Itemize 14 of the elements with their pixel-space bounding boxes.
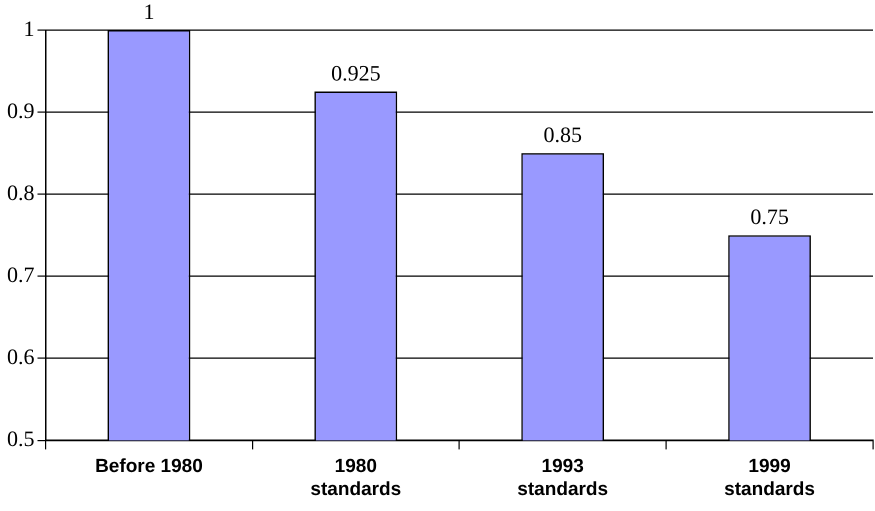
y-tick-label: 0.9 xyxy=(7,98,34,123)
data-label: 0.75 xyxy=(750,204,789,229)
y-tick-label: 0.6 xyxy=(7,344,34,370)
x-tick-label: Before 1980 xyxy=(95,456,203,478)
y-tick-label: 0.5 xyxy=(7,426,34,452)
y-tick-label: 0.8 xyxy=(7,180,34,205)
data-label: 0.85 xyxy=(543,122,582,147)
data-label: 0.925 xyxy=(331,60,381,86)
y-tick-label: 1 xyxy=(24,16,34,41)
y-tick-label: 0.7 xyxy=(7,262,34,288)
x-tick-label: 1999 standards xyxy=(724,456,815,500)
x-tick-label: 1980 standards xyxy=(310,456,402,500)
x-tick-label: 1993 standards xyxy=(517,456,608,500)
data-label: 1 xyxy=(143,0,154,24)
